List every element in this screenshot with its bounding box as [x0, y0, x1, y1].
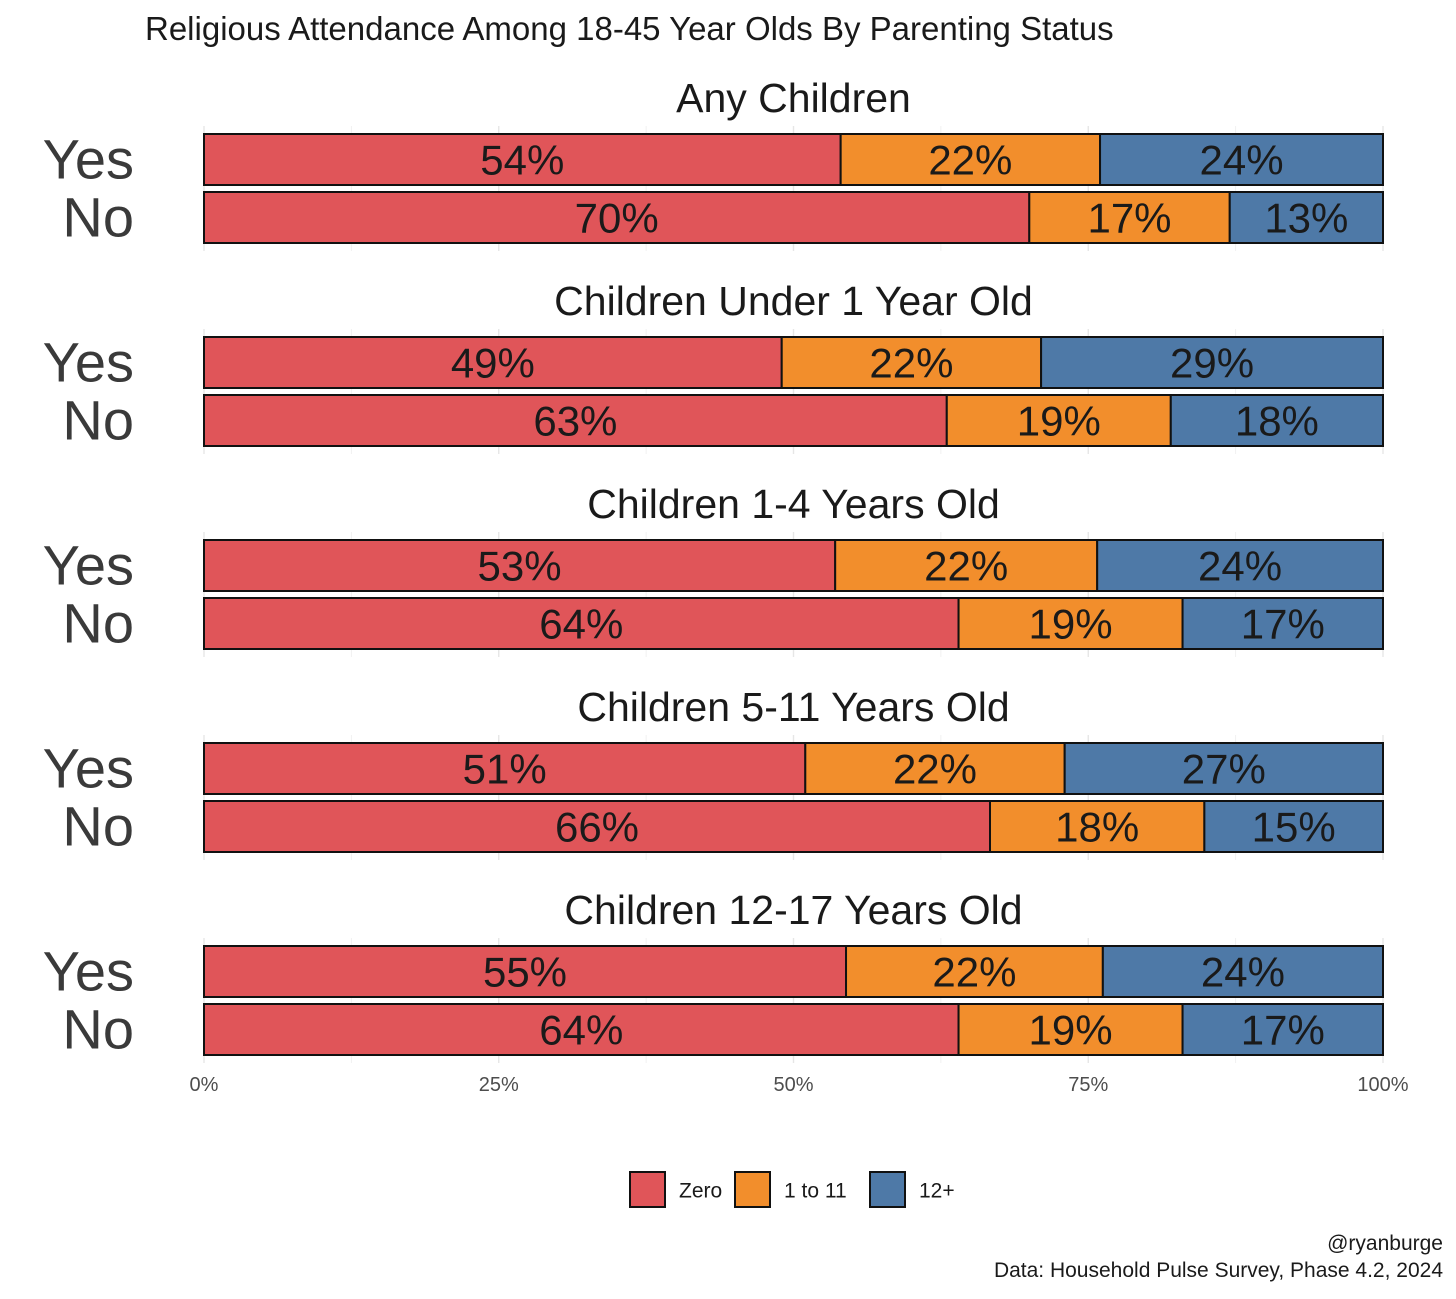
caption-handle: @ryanburge — [1327, 1232, 1443, 1255]
legend-key — [629, 1171, 666, 1208]
data-label: 22% — [869, 340, 953, 387]
bar-segment — [1063, 742, 1385, 795]
data-label: 29% — [1170, 340, 1254, 387]
panel-title: Children Under 1 Year Old — [554, 278, 1033, 324]
bar-segment — [804, 742, 1066, 795]
category-label: Yes — [43, 534, 134, 597]
data-label: 24% — [1199, 137, 1283, 184]
chart-panel: Children 1-4 Years Old Yes 53% 22% 24% No 64% 1… — [43, 481, 1384, 657]
category-label: Yes — [43, 128, 134, 191]
data-label: 17% — [1087, 195, 1171, 242]
data-label: 19% — [1029, 601, 1113, 648]
bar-segment — [1228, 191, 1384, 244]
bar-segment — [203, 800, 991, 853]
legend-key — [869, 1171, 906, 1208]
bar-segment — [1169, 394, 1385, 447]
data-label: 24% — [1198, 543, 1282, 590]
panel-title: Children 12-17 Years Old — [564, 887, 1022, 933]
data-label: 51% — [463, 746, 547, 793]
x-tick-label: 100% — [1357, 1074, 1408, 1096]
bar-segment — [203, 742, 807, 795]
data-label: 53% — [478, 543, 562, 590]
data-label: 24% — [1201, 949, 1285, 996]
data-label: 66% — [555, 804, 639, 851]
data-label: 19% — [1017, 398, 1101, 445]
category-label: No — [62, 795, 134, 858]
category-label: Yes — [43, 940, 134, 1003]
data-label: 70% — [575, 195, 659, 242]
panel-title: Children 5-11 Years Old — [577, 684, 1009, 730]
data-label: 22% — [932, 949, 1016, 996]
chart-panels: Any Children Yes 54% 22% 24% No 70% 17% 13% Child… — [43, 75, 1385, 1063]
chart-panel: Any Children Yes 54% 22% 24% No 70% 17% 13% — [43, 75, 1385, 251]
data-label: 64% — [539, 1007, 623, 1054]
data-label: 63% — [533, 398, 617, 445]
bar-segment — [1040, 336, 1384, 389]
data-label: 54% — [480, 137, 564, 184]
bar-segment — [203, 191, 1031, 244]
data-label: 49% — [451, 340, 535, 387]
bar-segment — [1101, 945, 1384, 998]
bar-segment — [203, 1003, 960, 1056]
chart-title: Religious Attendance Among 18-45 Year Ol… — [145, 10, 1114, 47]
x-tick-label: 50% — [773, 1074, 813, 1096]
bar-segment — [203, 394, 948, 447]
data-label: 27% — [1182, 746, 1266, 793]
category-label: Yes — [43, 331, 134, 394]
bar-segment — [1181, 1003, 1384, 1056]
panel-title: Any Children — [676, 75, 911, 121]
x-axis: 0% 25% 50% 75% 100% — [190, 1074, 1409, 1096]
legend-label: 1 to 11 — [784, 1180, 847, 1203]
chart-panel: Children 5-11 Years Old Yes 51% 22% 27% No 66%… — [43, 684, 1385, 860]
bar-segment — [957, 1003, 1184, 1056]
bar-segment — [780, 336, 1043, 389]
data-label: 22% — [928, 137, 1012, 184]
x-tick-label: 75% — [1068, 1074, 1108, 1096]
bar-segment — [1203, 800, 1385, 853]
legend-label: Zero — [679, 1180, 722, 1203]
legend-key — [734, 1171, 771, 1208]
data-label: 22% — [893, 746, 977, 793]
caption-source: Data: Household Pulse Survey, Phase 4.2,… — [994, 1259, 1443, 1282]
x-tick-label: 25% — [479, 1074, 519, 1096]
data-label: 18% — [1055, 804, 1139, 851]
bar-segment — [1028, 191, 1231, 244]
category-label: Yes — [43, 737, 134, 800]
bar-segment — [1099, 133, 1385, 186]
bar-segment — [1181, 597, 1384, 650]
data-label: 18% — [1235, 398, 1319, 445]
x-tick-label: 0% — [190, 1074, 219, 1096]
data-label: 15% — [1252, 804, 1336, 851]
bar-segment — [989, 800, 1206, 853]
data-label: 13% — [1264, 195, 1348, 242]
panel-title: Children 1-4 Years Old — [587, 481, 1000, 527]
bar-segment — [957, 597, 1184, 650]
data-label: 17% — [1241, 601, 1325, 648]
chart-panel: Children 12-17 Years Old Yes 55% 22% 24% No 64… — [43, 887, 1384, 1063]
bar-segment — [1096, 539, 1384, 592]
data-label: 64% — [539, 601, 623, 648]
legend-label: 12+ — [919, 1180, 955, 1203]
category-label: No — [62, 998, 134, 1061]
chart-panel: Children Under 1 Year Old Yes 49% 22% 29% No 6… — [43, 278, 1385, 454]
category-label: No — [62, 186, 134, 249]
data-label: 22% — [924, 543, 1008, 590]
bar-segment — [839, 133, 1102, 186]
bar-segment — [203, 539, 837, 592]
category-label: No — [62, 389, 134, 452]
category-label: No — [62, 592, 134, 655]
bar-segment — [834, 539, 1099, 592]
data-label: 17% — [1241, 1007, 1325, 1054]
chart-legend: Zero 1 to 11 12+ — [629, 1171, 955, 1208]
bar-segment — [845, 945, 1104, 998]
data-label: 19% — [1029, 1007, 1113, 1054]
data-label: 55% — [483, 949, 567, 996]
